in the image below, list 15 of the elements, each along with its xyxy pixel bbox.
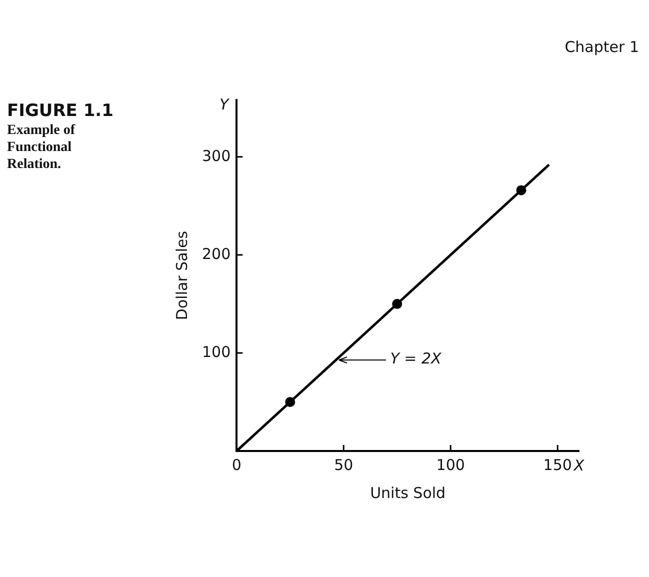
- x-tick-label: 0: [232, 456, 242, 474]
- x-tick-label: 150: [543, 456, 572, 474]
- y-tick-label: 200: [202, 244, 231, 263]
- y-tick-label: 100: [202, 342, 231, 361]
- text: Y: [219, 95, 230, 114]
- text: X: [572, 456, 585, 474]
- y-axis-title: Dollar Sales: [172, 230, 191, 320]
- x-tick-label: 100: [436, 456, 465, 474]
- x-tick-label: 50: [334, 456, 354, 474]
- y-tick-label: 300: [202, 146, 231, 165]
- text: Example of Functional Relation.: [7, 122, 76, 173]
- x-axis-title: Units Sold: [370, 484, 446, 502]
- text: FIGURE 1.1: [7, 101, 114, 121]
- text: Chapter 1: [564, 38, 639, 56]
- annotation: Y = 2X: [390, 350, 442, 368]
